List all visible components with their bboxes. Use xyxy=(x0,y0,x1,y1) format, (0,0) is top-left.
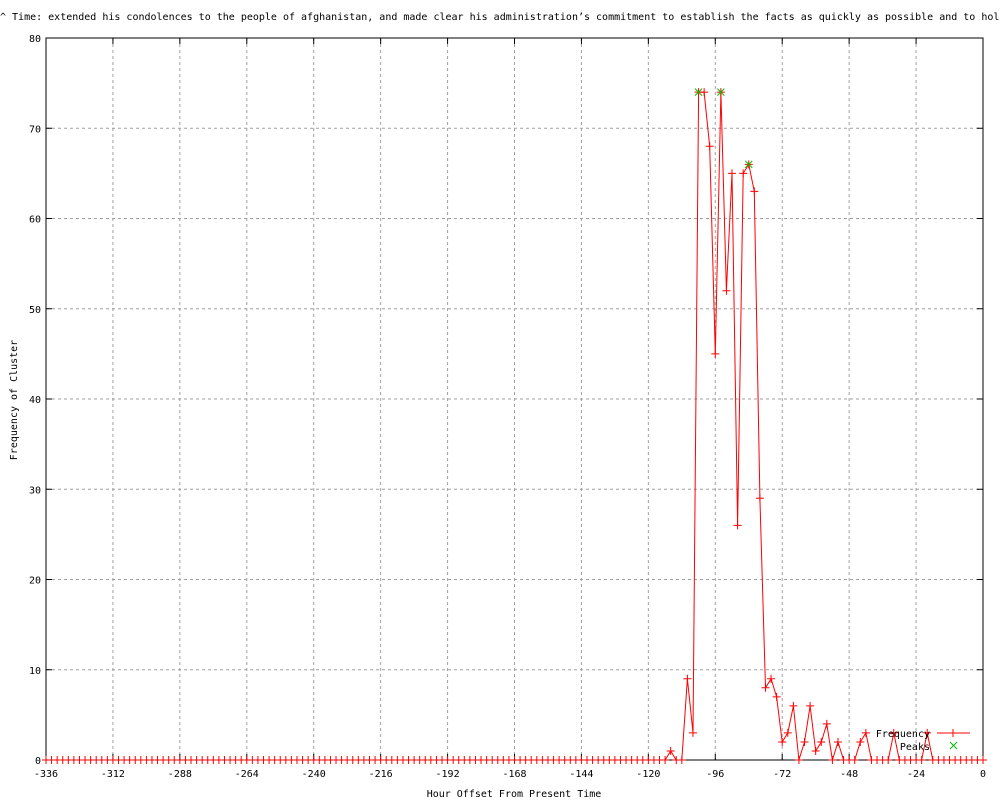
frequency-point xyxy=(917,756,926,764)
peak-point xyxy=(717,88,725,97)
x-tick-label: 0 xyxy=(980,769,986,780)
frequency-point xyxy=(923,728,932,737)
x-tick-label: -48 xyxy=(840,769,858,780)
frequency-point xyxy=(683,674,692,683)
frequency-point xyxy=(856,737,865,746)
x-tick-label: -168 xyxy=(502,769,526,780)
frequency-point xyxy=(861,728,870,737)
frequency-point xyxy=(822,719,831,728)
frequency-point xyxy=(800,737,809,746)
frequency-point xyxy=(789,701,798,710)
x-tick-label: -216 xyxy=(369,769,393,780)
x-tick-label: -192 xyxy=(436,769,460,780)
legend-label-frequency: Frequency xyxy=(876,729,930,740)
legend: Frequency Peaks xyxy=(876,729,970,753)
frequency-point xyxy=(761,683,770,692)
x-tick-label: -72 xyxy=(773,769,791,780)
x-axis-label: Hour Offset From Present Time xyxy=(427,789,602,800)
frequency-point xyxy=(722,286,731,295)
x-tick-label: -120 xyxy=(636,769,660,780)
x-tick-label: -288 xyxy=(168,769,192,780)
y-tick-label: 40 xyxy=(29,395,41,406)
y-tick-label: 80 xyxy=(29,34,41,45)
frequency-point xyxy=(688,728,697,737)
frequency-point xyxy=(755,494,764,503)
frequency-point xyxy=(767,674,776,683)
frequency-point xyxy=(677,756,686,764)
frequency-point xyxy=(794,756,803,764)
y-tick-label: 70 xyxy=(29,124,41,135)
frequency-point xyxy=(833,737,842,746)
peak-point xyxy=(694,88,703,97)
y-tick-label: 0 xyxy=(35,756,41,767)
x-tick-label: -144 xyxy=(569,769,593,780)
frequency-point xyxy=(733,521,742,530)
x-tick-label: -264 xyxy=(235,769,259,780)
x-tick-label: -336 xyxy=(34,769,58,780)
x-tick-label: -312 xyxy=(101,769,125,780)
frequency-point xyxy=(772,692,781,701)
grid xyxy=(46,38,983,760)
frequency-point xyxy=(711,349,720,358)
x-tick-label: -96 xyxy=(706,769,724,780)
frequency-point xyxy=(705,142,714,151)
frequency-point xyxy=(828,756,837,764)
frequency-point xyxy=(750,187,759,196)
y-tick-label: 60 xyxy=(29,215,41,226)
frequency-point xyxy=(889,728,898,737)
frequency-point xyxy=(783,728,792,737)
frequency-line xyxy=(46,91,983,761)
y-tick-label: 20 xyxy=(29,576,41,587)
frequency-point xyxy=(778,737,787,746)
frequency-point xyxy=(739,169,748,178)
frequency-point xyxy=(806,701,815,710)
frequency-point xyxy=(817,737,826,746)
frequency-point xyxy=(979,756,987,764)
frequency-point xyxy=(700,88,709,97)
frequency-point xyxy=(811,746,820,755)
y-tick-label: 50 xyxy=(29,305,41,316)
x-tick-label: -240 xyxy=(302,769,326,780)
peak-point xyxy=(744,160,753,169)
series-layer xyxy=(42,88,987,764)
frequency-point xyxy=(661,756,670,764)
frequency-point xyxy=(884,756,893,764)
x-tick-label: -24 xyxy=(907,769,925,780)
legend-marker-peaks xyxy=(949,741,958,750)
y-axis-label: Frequency of Cluster xyxy=(9,340,20,460)
axis-ticks: -336 -312 -288 -264 -240 -216 -192 -168 -144 -120… xyxy=(29,34,986,780)
frequency-point xyxy=(850,756,859,764)
frequency-point xyxy=(728,169,737,178)
y-tick-label: 10 xyxy=(29,666,41,677)
legend-label-peaks: Peaks xyxy=(900,742,930,753)
frequency-point xyxy=(666,746,675,755)
legend-marker-frequency xyxy=(949,729,957,737)
chart-title: ^ Time: extended his condolences to the … xyxy=(0,12,1000,23)
y-tick-label: 30 xyxy=(29,485,41,496)
